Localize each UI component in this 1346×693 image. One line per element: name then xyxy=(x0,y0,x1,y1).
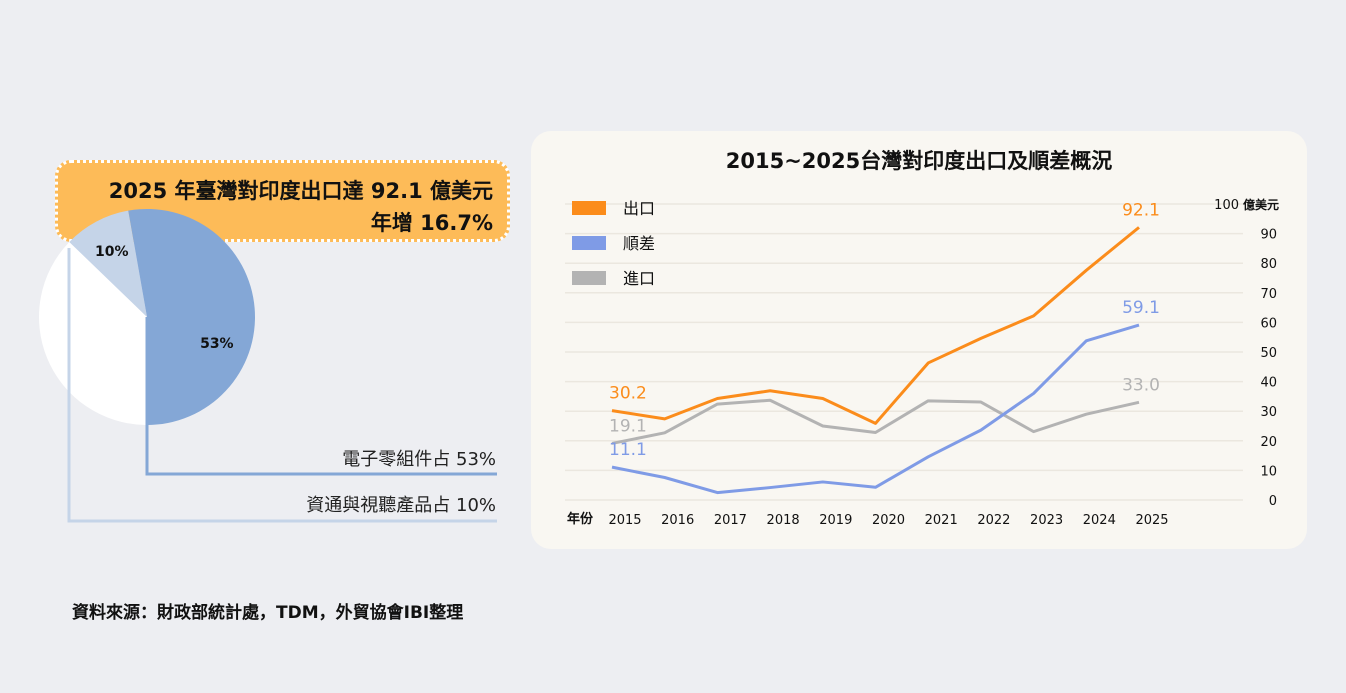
y-tick-label: 50 xyxy=(1260,346,1277,361)
x-tick-label: 2023 xyxy=(1030,513,1063,528)
x-tick-label: 2021 xyxy=(925,513,958,528)
y-tick-label: 80 xyxy=(1260,257,1277,272)
y-tick-label: 40 xyxy=(1260,376,1277,391)
legend-swatch xyxy=(572,271,606,285)
data-label-first: 19.1 xyxy=(609,416,647,436)
y-tick-label: 30 xyxy=(1260,405,1277,420)
data-label-last: 92.1 xyxy=(1122,200,1160,220)
chart-title: 2015~2025台灣對印度出口及順差概況 xyxy=(725,149,1113,173)
legend-label: 出口 xyxy=(623,199,655,218)
legend-swatch xyxy=(572,236,606,250)
x-tick-label: 2025 xyxy=(1135,513,1168,528)
data-label-last: 33.0 xyxy=(1122,375,1160,395)
leader-line-electronics xyxy=(145,317,497,476)
x-tick-label: 2024 xyxy=(1083,513,1116,528)
x-tick-label: 2022 xyxy=(977,513,1010,528)
pie-label: 53% xyxy=(200,336,234,352)
pie-legend-electronics: 電子零組件占 53% xyxy=(342,449,496,470)
y-tick-label: 0 xyxy=(1269,494,1277,509)
source-note: 資料來源：財政部統計處，TDM，外貿協會IBI整理 xyxy=(72,603,464,623)
x-tick-label: 2020 xyxy=(872,513,905,528)
legend-label: 進口 xyxy=(623,269,655,288)
series-line-0 xyxy=(611,226,1140,425)
legend-swatch xyxy=(572,201,606,215)
y-tick-label: 70 xyxy=(1260,287,1277,302)
data-label-first: 30.2 xyxy=(609,384,647,404)
leader-line-ict xyxy=(67,248,497,523)
data-label-first: 11.1 xyxy=(609,440,647,460)
y-tick-label: 100 xyxy=(1214,198,1239,213)
headline-line1: 2025 年臺灣對印度出口達 92.1 億美元 xyxy=(108,179,493,203)
y-unit-label: 億美元 xyxy=(1243,197,1279,212)
x-tick-label: 2019 xyxy=(819,513,852,528)
pie-slice xyxy=(69,210,147,317)
x-tick-label: 2018 xyxy=(767,513,800,528)
pie-slice xyxy=(128,209,255,425)
y-tick-label: 90 xyxy=(1260,228,1277,243)
y-tick-label: 20 xyxy=(1260,435,1277,450)
headline-line2: 年增 16.7% xyxy=(370,211,493,235)
x-tick-label: 2015 xyxy=(608,513,641,528)
line-chart-card: 2015~2025台灣對印度出口及順差概況 0 10 20 30 40 50 60 70 80 9… xyxy=(531,131,1307,549)
x-tick-label: 2017 xyxy=(714,513,747,528)
x-tick-label: 2016 xyxy=(661,513,694,528)
pie-slice xyxy=(38,241,147,425)
y-tick-label: 60 xyxy=(1260,316,1277,331)
pie-legend-ict: 資通與視聽產品占 10% xyxy=(306,495,496,516)
pie-chart: 10% 53% xyxy=(38,209,497,523)
pie-label: 10% xyxy=(95,244,129,260)
legend-label: 順差 xyxy=(623,234,655,253)
data-label-last: 59.1 xyxy=(1122,298,1160,318)
x-axis-label: 年份 xyxy=(567,511,594,527)
y-tick-label: 10 xyxy=(1260,464,1277,479)
